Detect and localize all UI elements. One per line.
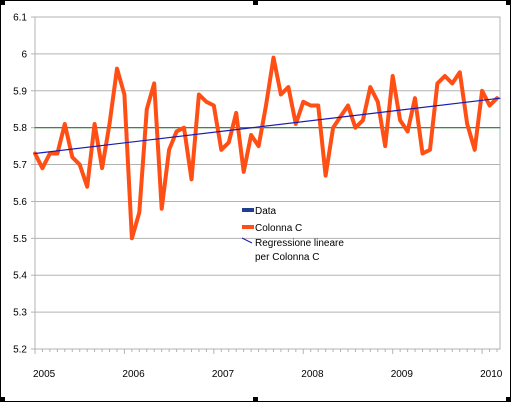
axes — [31, 16, 498, 354]
x-tick-label: 2007 — [212, 369, 235, 380]
legend-label: per Colonna C — [255, 252, 319, 263]
y-tick-label: 5.2 — [13, 345, 27, 356]
legend: Data Colonna C Regressione lineare per Colo… — [241, 206, 344, 263]
plot-area — [34, 16, 501, 350]
tick-labels: 5.2 5.3 5.4 5.5 5.6 5.7 5.8 5.9 6 6.1 2005 2006 2007… — [13, 13, 503, 381]
legend-swatch — [241, 237, 253, 244]
legend-swatch — [242, 208, 254, 212]
series-line-colonna-c — [33, 55, 499, 241]
y-tick-label: 5.3 — [13, 308, 27, 319]
x-tick-label: 2009 — [391, 369, 414, 380]
selection-handle-bottom-center[interactable] — [253, 397, 258, 402]
selection-handle-top-center[interactable] — [253, 0, 258, 5]
y-tick-label: 6.1 — [13, 13, 27, 24]
y-tick-label: 5.6 — [13, 197, 27, 208]
series-layer — [33, 55, 501, 241]
x-tick-label: 2005 — [33, 369, 56, 380]
legend-label: Regressione lineare — [255, 238, 344, 249]
y-tick-label: 5.5 — [13, 234, 27, 245]
legend-swatch — [242, 225, 254, 229]
selection-handle-top-left[interactable] — [0, 0, 5, 5]
x-tick-label: 2008 — [301, 369, 324, 380]
x-tick-label: 2006 — [122, 369, 145, 380]
y-tick-label: 5.7 — [13, 160, 27, 171]
plot-background — [34, 16, 501, 350]
y-tick-label: 5.8 — [13, 123, 27, 134]
legend-label: Data — [255, 206, 277, 217]
y-tick-label: 5.9 — [13, 86, 27, 97]
series-line-regressione-lineare-per-colonna-c — [34, 97, 501, 155]
y-tick-label: 5.4 — [13, 271, 27, 282]
y-tick-label: 6 — [21, 49, 27, 60]
legend-label: Colonna C — [255, 223, 302, 234]
x-tick-label: 2010 — [480, 369, 503, 380]
selection-handle-top-right[interactable] — [506, 0, 511, 5]
selection-handle-bottom-right[interactable] — [506, 397, 511, 402]
selection-handle-bottom-left[interactable] — [0, 397, 5, 402]
